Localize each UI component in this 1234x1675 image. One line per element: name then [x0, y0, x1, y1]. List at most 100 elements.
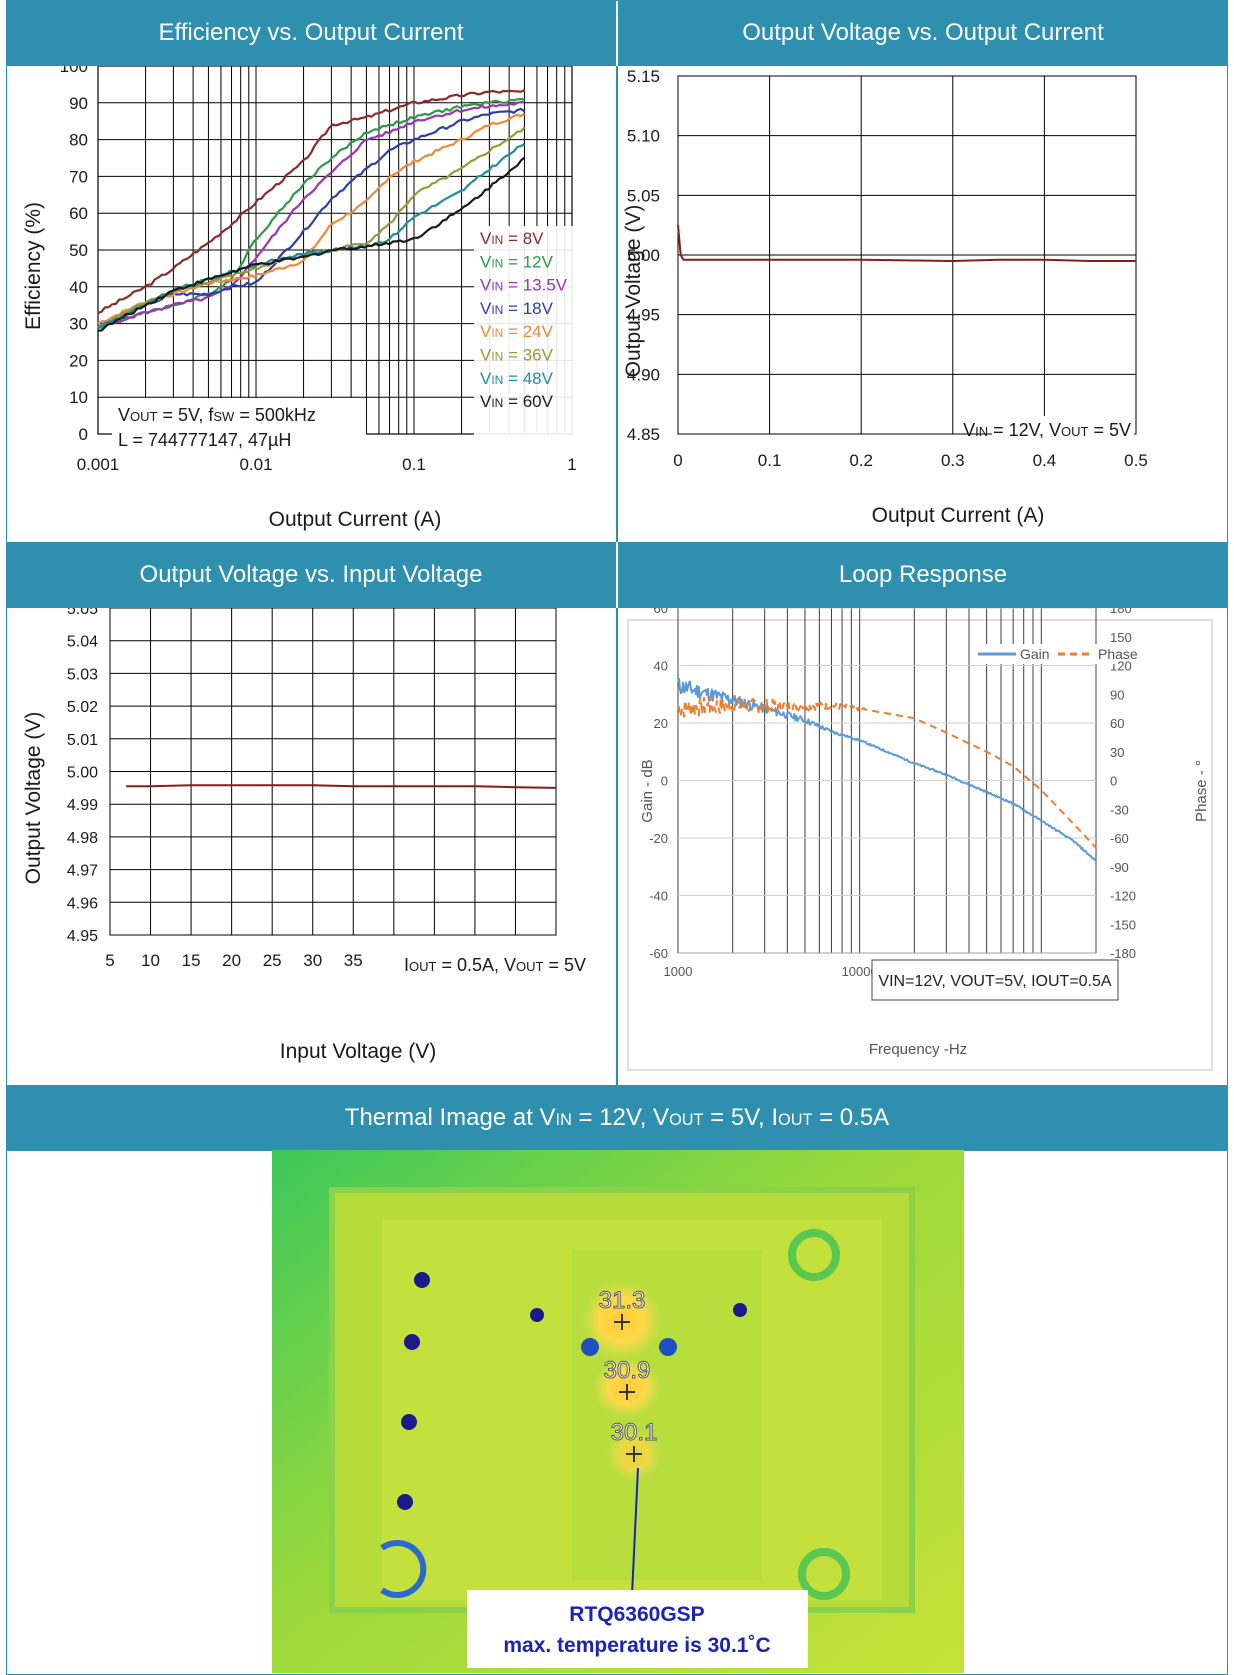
title-vout-iout: Output Voltage vs. Output Current: [742, 19, 1104, 46]
thermal-title-part: = 12V, V: [571, 1104, 670, 1131]
component-dots: [380, 1229, 850, 1600]
loop-ytick-left: -60: [649, 946, 668, 961]
loop-phase-line: [677, 696, 1097, 849]
vout-vin-note-box: [376, 951, 590, 977]
vout-iout-chart: 0 0.1 0.2 0.3 0.4 0.5 4.85 4.90 4.95 5.00 5.05 5.10…: [622, 67, 1148, 527]
vout-vin-ytick: 5.00: [67, 765, 98, 782]
component-dot: [401, 1414, 417, 1430]
legend-val: = 60V: [503, 392, 553, 411]
efficiency-series-line: [97, 143, 525, 329]
mount-hole: [798, 1548, 850, 1600]
efficiency-legend-entry: VIN = 36V: [480, 346, 554, 365]
thermal-image-graphic: 31.3 30.9 30.1 RTQ6360GSP max. temperature…: [272, 1150, 964, 1673]
efficiency-ytick: 0: [79, 425, 88, 444]
efficiency-xlabel: Output Current (A): [269, 508, 442, 531]
note-part: V: [963, 420, 975, 440]
title-efficiency: Efficiency vs. Output Current: [158, 19, 464, 46]
component-dot: [581, 1338, 599, 1356]
loop-ytick-left: 40: [654, 659, 668, 674]
header-efficiency: Efficiency vs. Output Current: [6, 0, 616, 66]
vout-vin-xtick: 35: [344, 951, 363, 970]
efficiency-ytick: 10: [69, 388, 88, 407]
vout-iout-note-box: [992, 416, 1134, 442]
efficiency-legend-entry: VIN = 18V: [480, 299, 554, 318]
loop-ytick-left: -20: [649, 831, 668, 846]
vout-iout-xtick: 0.3: [941, 451, 965, 470]
legend-v: V: [480, 276, 492, 295]
efficiency-ytick: 80: [69, 131, 88, 150]
note-part: I: [404, 955, 409, 975]
legend-v: V: [480, 229, 492, 248]
loop-ylabel-left: Gain - dB: [639, 759, 656, 822]
efficiency-legend-box: [474, 226, 582, 452]
efficiency-legend-entry: VIN = 12V: [480, 252, 554, 271]
efficiency-series-line: [97, 89, 525, 315]
note-sub: OUT: [516, 959, 544, 974]
efficiency-xtick: 0.1: [402, 455, 426, 474]
vout-vin-xtick: 15: [182, 951, 201, 970]
efficiency-ytick: 40: [69, 278, 88, 297]
thermal-title-part: = 0.5A: [812, 1104, 890, 1131]
vout-vin-xtick: 5: [105, 951, 114, 970]
mount-hole: [380, 1540, 427, 1598]
legend-gain-label: Gain: [1020, 646, 1050, 662]
loop-ytick-right: 30: [1110, 745, 1124, 760]
loop-ylabel-right: Phase - °: [1193, 760, 1210, 822]
header-vout-iout: Output Voltage vs. Output Current: [618, 0, 1228, 66]
thermal-reading: 31.3: [599, 1287, 646, 1314]
loop-ytick-right: 60: [1110, 716, 1124, 731]
loop-ytick-right: -150: [1110, 917, 1136, 932]
efficiency-note-line2: L = 744777147, 47µH: [118, 430, 291, 450]
vout-vin-ytick: 4.96: [67, 895, 98, 912]
vout-vin-ytick: 4.97: [67, 863, 98, 880]
legend-sub: IN: [491, 303, 503, 317]
thermal-reading: 30.1: [611, 1419, 658, 1446]
efficiency-series-line: [97, 107, 526, 325]
legend-val: = 12V: [503, 252, 553, 271]
loop-ytick-left: -40: [649, 889, 668, 904]
efficiency-legend-entry: VIN = 24V: [480, 322, 554, 341]
loop-legend-box: [972, 644, 1118, 664]
vout-iout-xtick: 0.1: [758, 451, 782, 470]
legend-val: = 13.5V: [503, 276, 567, 295]
efficiency-ytick: 70: [69, 167, 88, 186]
vout-iout-ytick: 5.10: [627, 127, 660, 146]
component-dot: [530, 1308, 544, 1322]
vout-iout-ylabel: Output Voltage (V): [622, 205, 645, 378]
efficiency-legend-entry: VIN = 60V: [480, 392, 554, 411]
efficiency-legend-entry: VIN = 13.5V: [480, 276, 568, 295]
loop-ytick-left: 0: [661, 774, 668, 789]
efficiency-ytick: 60: [69, 204, 88, 223]
loop-ytick-right: 150: [1110, 630, 1132, 645]
vout-iout-ytick: 5.05: [627, 186, 660, 205]
vout-vin-ytick: 5.05: [67, 608, 98, 618]
vout-vin-note: IOUT = 0.5A, VOUT = 5V: [404, 955, 586, 975]
efficiency-ytick: 50: [69, 241, 88, 260]
header-vout-vin: Output Voltage vs. Input Voltage: [6, 542, 616, 608]
loop-note-box: [871, 959, 1119, 1001]
mount-hole: [788, 1229, 840, 1281]
efficiency-legend-entry: VIN = 48V: [480, 369, 554, 388]
efficiency-xtick: 1: [567, 455, 576, 474]
vout-vin-xlabel: Input Voltage (V): [280, 1040, 436, 1063]
efficiency-series-line: [97, 112, 525, 325]
legend-sub: IN: [491, 350, 503, 364]
callout-box: [467, 1590, 808, 1668]
legend-sub: IN: [491, 256, 503, 270]
thermal-title-sub: IN: [555, 1111, 572, 1129]
vout-vin-series-line: [126, 784, 557, 789]
efficiency-series-line: [97, 100, 525, 329]
vout-iout-ytick: 4.95: [627, 306, 660, 325]
note-part: V: [118, 405, 130, 425]
thermal-reading: 30.9: [604, 1357, 651, 1384]
note-part: = 12V, V: [988, 420, 1061, 440]
vout-vin-chart: 510152025303540455055604.954.964.974.984…: [22, 608, 590, 1063]
vout-vin-ytick: 4.95: [67, 928, 98, 945]
legend-v: V: [480, 252, 492, 271]
header-loop: Loop Response: [618, 542, 1228, 608]
vout-vin-ytick: 5.04: [67, 634, 98, 651]
thermal-title-sub: OUT: [669, 1111, 704, 1129]
efficiency-series-line: [98, 97, 525, 329]
legend-v: V: [480, 369, 492, 388]
vout-vin-xtick: 10: [141, 951, 160, 970]
